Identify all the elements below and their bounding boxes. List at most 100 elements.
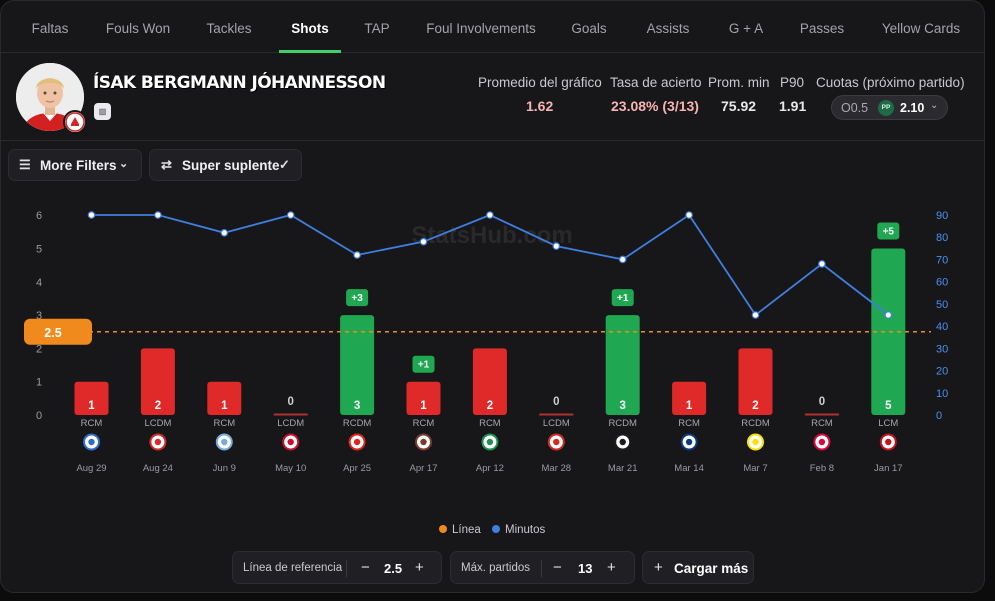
odds-line: O0.5 [841,101,869,115]
x-tick-label: May 10 [275,463,306,474]
odds-label: Cuotas (próximo partido) [816,75,965,90]
heidenheim-crest-icon [287,438,294,446]
minutes-point [884,311,893,319]
odds-selector[interactable]: O0.5 PP 2.10 ⌄ [831,95,948,120]
tab-fouls-won[interactable]: Fouls Won [105,21,171,36]
x-tick-label: Apr 12 [476,463,504,474]
y-tick-right: 30 [936,343,948,355]
x-tick-label: Mar 21 [608,463,638,474]
gladbach-crest-icon [619,438,626,446]
x-tick-label: Jun 9 [213,463,236,474]
minutes-point [552,242,561,250]
tab-foul-involvements[interactable]: Foul Involvements [426,21,536,36]
bar-value-label: 2 [752,400,758,412]
decrease-reference-button[interactable]: − [361,559,370,576]
tab-goals[interactable]: Goals [571,21,607,36]
bar [207,381,242,415]
x-tick-label: Apr 17 [410,463,438,474]
tab-yellow-cards[interactable]: Yellow Cards [881,21,961,36]
leverkusen-crest-icon [353,438,361,446]
plus-icon: + [654,559,663,576]
tab-shots[interactable]: Shots [279,1,341,53]
super-sub-label: Super suplente [182,158,280,173]
p90-label: P90 [780,75,805,90]
bar [74,381,109,415]
minutes-point [486,211,494,219]
position-label: LCDM [144,418,171,429]
average-label: Promedio del gráfico [478,75,602,90]
bar [605,315,640,415]
bar [871,248,906,415]
position-label: RCDM [608,418,637,429]
tab-faltas[interactable]: Faltas [31,21,69,36]
reference-line-label: Línea de referencia [243,562,343,574]
dortmund-crest-icon [752,438,759,446]
reference-line: 2.5 [24,318,931,345]
over-badge [346,289,369,307]
more-filters-button[interactable]: ☰ More Filters ⌄ [8,149,142,181]
tab-assists[interactable]: Assists [646,21,690,36]
tab-goals-assists[interactable]: G + A [728,21,764,36]
reference-badge [24,318,92,345]
avg-minutes-label: Prom. min [708,75,770,90]
position-label: RCM [479,418,501,429]
decrease-matches-button[interactable]: − [553,559,562,576]
minutes-point [154,211,162,219]
player-name: Ísak Bergmann Jóhannesson [93,73,386,93]
position-label: RCM [811,418,833,429]
x-tick-label: Aug 24 [143,463,173,474]
bar [539,413,574,416]
minutes-point [685,211,693,219]
chevron-down-icon: ⌄ [930,100,939,111]
mainz-crest-icon [885,438,892,446]
minutes-point [818,260,826,268]
over-badge-label: +1 [617,293,629,304]
load-more-label: Cargar más [674,561,749,576]
y-tick-right: 80 [936,232,948,244]
bar-value-label: 0 [287,396,293,408]
tab-tap[interactable]: TAP [364,21,390,36]
position-label: RCM [213,418,235,429]
bar-value-label: 1 [221,400,228,412]
argentina-flag-icon [221,438,228,446]
tab-passes[interactable]: Passes [799,21,845,36]
minutes-point [618,255,627,264]
over-badge [412,355,435,373]
minutes-point [286,211,295,219]
bar-value-label: 5 [885,400,892,412]
y-axis-left: 0 1 2 3 4 5 6 [36,210,42,422]
y-tick-right: 40 [936,321,948,333]
over-badge-label: +5 [883,227,895,238]
bar [140,348,175,415]
x-tick-label: Aug 29 [76,463,106,474]
player-header: Ísak Bergmann Jóhannesson ▥ Promedio del… [1,53,984,141]
position-label: RCDM [741,418,770,429]
bar-value-label: 0 [553,396,559,408]
bar-value-label: 1 [686,400,693,412]
max-matches-control: Máx. partidos − 13 + [450,551,635,584]
minutes-line [87,211,893,319]
y-tick-left: 5 [36,244,42,256]
max-matches-label: Máx. partidos [461,562,531,574]
chevron-down-icon: ⌄ [119,158,129,170]
hoffenheim-crest-icon [88,438,95,446]
bar-value-label: 3 [354,400,360,412]
legend-minutes-swatch [492,525,500,533]
odds-value: 2.10 [900,101,925,115]
bar-value-label: 3 [619,400,625,412]
super-sub-button[interactable]: ⇄ Super suplente ✓ [149,149,302,181]
increase-reference-button[interactable]: + [415,559,424,576]
increase-matches-button[interactable]: + [607,559,616,576]
load-more-button[interactable]: + Cargar más [642,551,754,584]
y-tick-left: 3 [36,310,42,322]
x-tick-label: Mar 7 [743,463,767,474]
bar [804,413,839,416]
legend-line: Línea [439,524,481,536]
bar [738,348,773,415]
stat-tabs: Faltas Fouls Won Tackles Shots TAP Foul … [1,1,984,53]
position-label: RCM [413,418,435,429]
over-badge-label: +3 [351,293,363,304]
swap-icon: ⇄ [161,157,172,172]
tab-tackles[interactable]: Tackles [206,21,252,36]
y-tick-right: 10 [936,388,948,400]
